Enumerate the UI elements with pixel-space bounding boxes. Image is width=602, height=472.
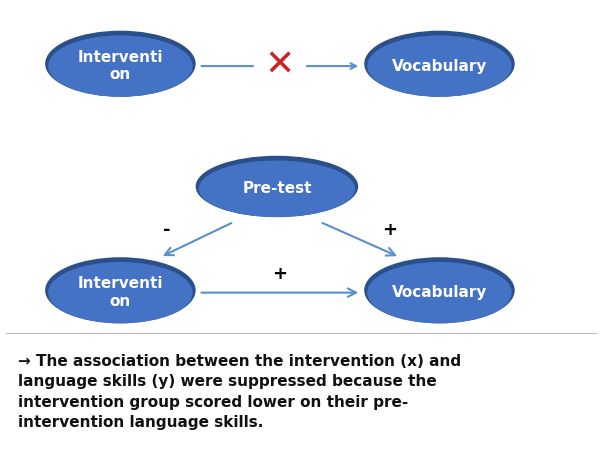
Ellipse shape <box>196 156 358 217</box>
Ellipse shape <box>199 160 355 217</box>
Text: Interventi
on: Interventi on <box>78 277 163 309</box>
Ellipse shape <box>364 31 515 97</box>
Text: Pre-test: Pre-test <box>242 181 312 196</box>
Text: Vocabulary: Vocabulary <box>392 59 487 74</box>
Ellipse shape <box>367 262 512 323</box>
Text: → The association between the intervention (x) and
language skills (y) were supp: → The association between the interventi… <box>18 354 461 430</box>
Text: ✕: ✕ <box>265 49 295 83</box>
Ellipse shape <box>48 262 193 323</box>
Ellipse shape <box>45 257 196 323</box>
Text: +: + <box>382 221 397 239</box>
Text: Interventi
on: Interventi on <box>78 50 163 82</box>
Text: +: + <box>273 265 287 283</box>
Ellipse shape <box>48 35 193 97</box>
Ellipse shape <box>364 257 515 323</box>
Ellipse shape <box>367 35 512 97</box>
Ellipse shape <box>45 31 196 97</box>
Text: Vocabulary: Vocabulary <box>392 285 487 300</box>
Text: -: - <box>163 221 170 239</box>
